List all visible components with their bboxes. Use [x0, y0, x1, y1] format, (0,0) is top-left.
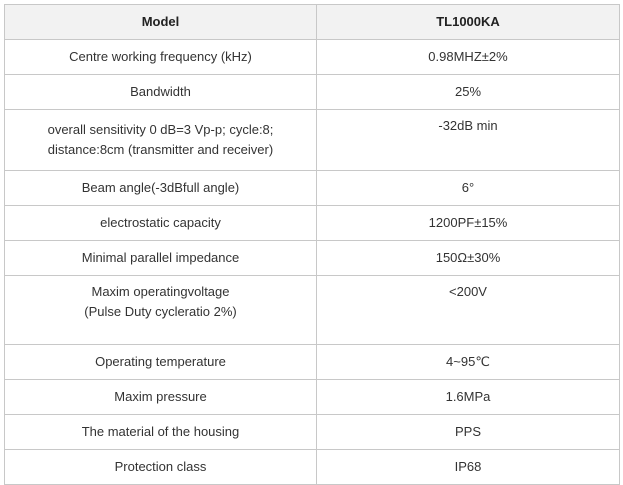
row-value-protection-class: IP68 — [316, 449, 620, 485]
row-label-housing-material: The material of the housing — [4, 414, 317, 450]
row-value-centre-frequency: 0.98MHZ±2% — [316, 39, 620, 75]
row-label-sensitivity: overall sensitivity 0 dB=3 Vp-p; cycle:8… — [4, 109, 317, 171]
table-row: Operating temperature 4~95℃ — [4, 344, 620, 380]
table-row: electrostatic capacity 1200PF±15% — [4, 205, 620, 241]
row-label-temperature: Operating temperature — [4, 344, 317, 380]
table-row: The material of the housing PPS — [4, 414, 620, 450]
row-label-bandwidth: Bandwidth — [4, 74, 317, 110]
row-value-capacity: 1200PF±15% — [316, 205, 620, 241]
table-row: Bandwidth 25% — [4, 74, 620, 110]
row-value-bandwidth: 25% — [316, 74, 620, 110]
spec-table: Model TL1000KA Centre working frequency … — [4, 4, 620, 485]
table-row: Beam angle(-3dBfull angle) 6° — [4, 170, 620, 206]
row-value-housing-material: PPS — [316, 414, 620, 450]
row-value-impedance: 150Ω±30% — [316, 240, 620, 276]
row-value-pressure: 1.6MPa — [316, 379, 620, 415]
table-row: overall sensitivity 0 dB=3 Vp-p; cycle:8… — [4, 109, 620, 171]
row-value-temperature: 4~95℃ — [316, 344, 620, 380]
table-header-row: Model TL1000KA — [4, 4, 620, 40]
table-row: Centre working frequency (kHz) 0.98MHZ±2… — [4, 39, 620, 75]
table-row: Minimal parallel impedance 150Ω±30% — [4, 240, 620, 276]
row-label-pressure: Maxim pressure — [4, 379, 317, 415]
row-label-capacity: electrostatic capacity — [4, 205, 317, 241]
row-label-impedance: Minimal parallel impedance — [4, 240, 317, 276]
row-value-sensitivity: -32dB min — [316, 109, 620, 171]
table-row: Maxim pressure 1.6MPa — [4, 379, 620, 415]
row-value-beam-angle: 6° — [316, 170, 620, 206]
row-label-voltage: Maxim operatingvoltage (Pulse Duty cycle… — [4, 275, 317, 345]
header-label-cell: Model — [4, 4, 317, 40]
row-label-beam-angle: Beam angle(-3dBfull angle) — [4, 170, 317, 206]
table-row: Maxim operatingvoltage (Pulse Duty cycle… — [4, 275, 620, 345]
header-value-cell: TL1000KA — [316, 4, 620, 40]
row-label-protection-class: Protection class — [4, 449, 317, 485]
row-value-voltage: <200V — [316, 275, 620, 345]
table-row: Protection class IP68 — [4, 449, 620, 485]
row-label-centre-frequency: Centre working frequency (kHz) — [4, 39, 317, 75]
